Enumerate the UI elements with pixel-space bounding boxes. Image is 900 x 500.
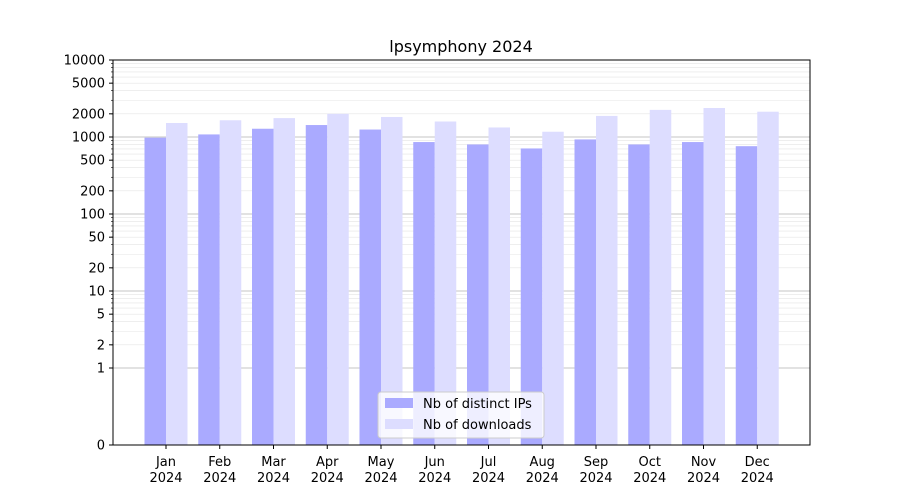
y-tick-label: 2 bbox=[97, 338, 105, 353]
bar-downloads bbox=[381, 116, 403, 446]
x-axis: Jan 2024 Feb 2024 Mar 2024 Apr 2024 May 2024 Jun 20… bbox=[149, 445, 774, 486]
bar-distinct-ips bbox=[252, 128, 274, 446]
bar-downloads bbox=[757, 111, 779, 445]
y-tick-label: 5000 bbox=[72, 77, 105, 92]
y-axis: 0 1 2 5 10 20 50 100 200 500 1000 2000 5000 10000 bbox=[64, 54, 113, 454]
x-tick-label: Nov 2024 bbox=[687, 455, 720, 486]
x-tick-label: Jul 2024 bbox=[472, 455, 505, 486]
bar-downloads bbox=[327, 113, 349, 446]
bar-distinct-ips bbox=[305, 125, 328, 445]
bar-distinct-ips bbox=[628, 144, 650, 445]
y-tick-label: 1 bbox=[97, 362, 105, 377]
y-tick-label: 0 bbox=[97, 439, 105, 454]
chart-title: lpsymphony 2024 bbox=[389, 37, 533, 56]
y-tick-label: 10000 bbox=[64, 54, 105, 69]
y-tick-label: 1000 bbox=[72, 131, 105, 146]
legend-box bbox=[377, 391, 545, 439]
y-tick-label: 50 bbox=[88, 231, 105, 246]
bar-distinct-ips bbox=[735, 146, 758, 445]
bar-downloads bbox=[488, 127, 510, 445]
bar-distinct-ips bbox=[467, 144, 489, 445]
y-tick-label: 500 bbox=[80, 154, 105, 169]
bar-distinct-ips bbox=[413, 142, 435, 445]
y-tick-label: 5 bbox=[97, 308, 105, 323]
x-tick-label: May 2024 bbox=[364, 455, 397, 486]
bar-downloads bbox=[434, 121, 457, 445]
x-tick-label: Jan 2024 bbox=[149, 455, 182, 486]
bar-downloads bbox=[219, 120, 242, 446]
bar-downloads bbox=[542, 131, 564, 445]
x-tick-label: Dec 2024 bbox=[741, 455, 774, 486]
legend-swatch-distinct-ips bbox=[385, 398, 413, 408]
bar-distinct-ips bbox=[359, 129, 381, 445]
bar-downloads bbox=[166, 122, 188, 445]
y-tick-label: 200 bbox=[80, 184, 105, 199]
bar-downloads bbox=[273, 118, 295, 446]
bar-distinct-ips bbox=[574, 139, 596, 445]
x-tick-label: Oct 2024 bbox=[633, 455, 666, 486]
bars bbox=[144, 108, 779, 446]
y-tick-label: 100 bbox=[80, 208, 105, 223]
x-tick-label: Apr 2024 bbox=[311, 455, 344, 486]
bar-distinct-ips bbox=[520, 148, 543, 445]
plot-frame bbox=[112, 59, 811, 446]
legend-swatch-downloads bbox=[385, 419, 413, 429]
legend-label-distinct-ips: Nb of distinct IPs bbox=[423, 397, 532, 412]
bar-downloads bbox=[596, 115, 618, 446]
x-tick-label: Aug 2024 bbox=[526, 455, 559, 486]
bar-downloads bbox=[649, 109, 672, 445]
y-tick-label: 10 bbox=[88, 285, 105, 300]
bar-distinct-ips bbox=[682, 142, 704, 445]
y-tick-label: 20 bbox=[88, 261, 105, 276]
x-tick-label: Sep 2024 bbox=[579, 455, 612, 486]
bar-distinct-ips bbox=[198, 134, 220, 445]
x-tick-label: Jun 2024 bbox=[418, 455, 451, 486]
x-tick-label: Mar 2024 bbox=[257, 455, 290, 486]
legend-label-downloads: Nb of downloads bbox=[423, 418, 532, 433]
legend: Nb of distinct IPs Nb of downloads bbox=[377, 391, 545, 439]
x-tick-label: Feb 2024 bbox=[203, 455, 236, 486]
bar-distinct-ips bbox=[144, 137, 166, 445]
bar-downloads bbox=[703, 108, 725, 445]
y-tick-label: 2000 bbox=[72, 107, 105, 122]
